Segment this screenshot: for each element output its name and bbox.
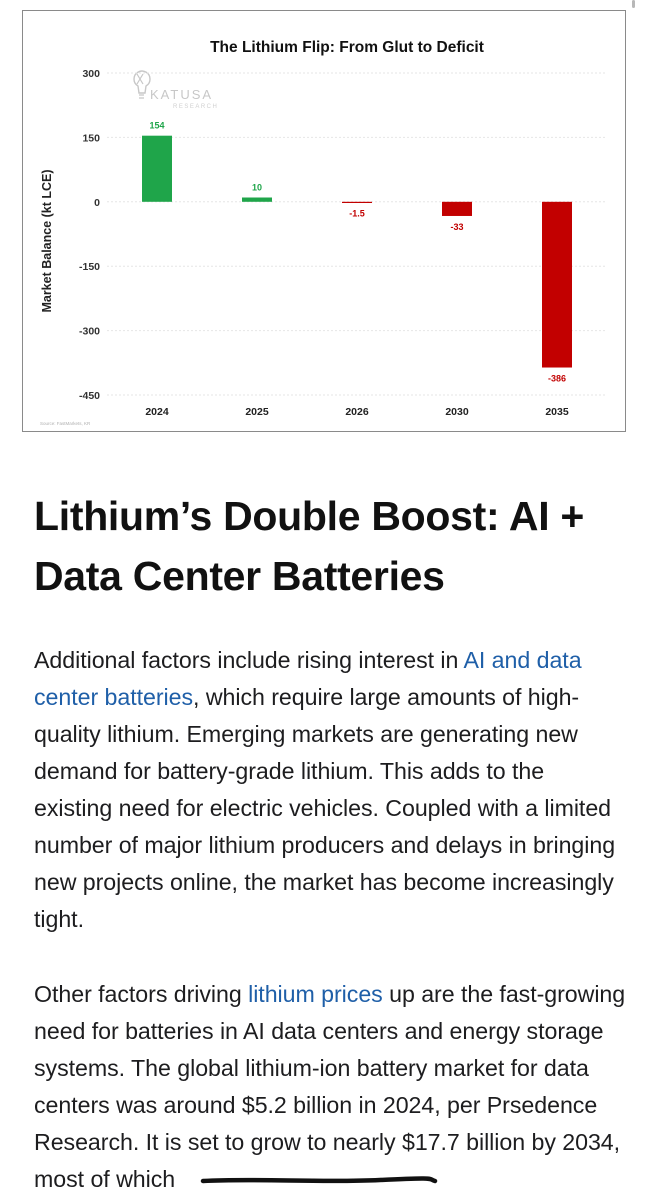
article-heading: Lithium’s Double Boost: AI + Data Center… (34, 493, 585, 599)
para1-text-after: , which require large amounts of high-qu… (34, 684, 616, 932)
x-tick-label-2035: 2035 (545, 406, 569, 418)
x-tick-label-2026: 2026 (345, 406, 369, 418)
y-tick-label: 300 (82, 68, 100, 80)
lightbulb-icon (133, 70, 151, 99)
watermark-sub: RESEARCH (173, 104, 218, 110)
article-paragraph-1: Additional factors include rising intere… (34, 642, 626, 938)
y-tick-label: -300 (79, 326, 100, 338)
para2-text-before: Other factors driving (34, 981, 249, 1007)
scrollbar-thumb[interactable] (632, 0, 635, 8)
bar-2035 (542, 201, 572, 368)
data-label-2030: -33 (450, 222, 463, 232)
source-note: Source: FastMarkets, KR (40, 421, 91, 426)
article-paragraph-2: Other factors driving lithium prices up … (34, 976, 626, 1198)
bar-2030 (442, 201, 472, 216)
bar-2026 (342, 201, 372, 203)
bar-2024 (142, 135, 172, 202)
scribble-mark (200, 1176, 438, 1184)
x-tick-label-2030: 2030 (445, 406, 469, 418)
lithium-prices-link[interactable]: lithium prices (248, 981, 383, 1007)
chart-canvas: The Lithium Flip: From Glut to Deficit M… (40, 39, 607, 426)
y-tick-label: 150 (82, 132, 100, 144)
para2-text-after: up are the fast-growing need for batteri… (34, 981, 626, 1192)
ai-data-center-batteries-link[interactable]: AI and data center batteries (34, 647, 582, 710)
lithium-balance-chart: The Lithium Flip: From Glut to Deficit M… (22, 10, 626, 432)
x-tick-label-2024: 2024 (145, 406, 169, 418)
y-tick-label: -450 (79, 390, 100, 402)
bar-2025 (242, 197, 272, 202)
para1-text-before: Additional factors include rising intere… (34, 647, 464, 673)
y-tick-label: -150 (79, 261, 100, 273)
data-label-2025: 10 (252, 183, 262, 193)
watermark-brand: KATUSA (150, 87, 213, 102)
data-label-2026: -1.5 (349, 208, 365, 218)
y-axis-label: Market Balance (kt LCE) (40, 169, 54, 312)
y-tick-label: 0 (94, 197, 100, 209)
data-label-2035: -386 (548, 374, 566, 384)
watermark-logo: KATUSA RESEARCH (133, 70, 218, 110)
data-label-2024: 154 (149, 121, 164, 131)
x-tick-label-2025: 2025 (245, 406, 269, 418)
chart-title: The Lithium Flip: From Glut to Deficit (210, 39, 484, 56)
